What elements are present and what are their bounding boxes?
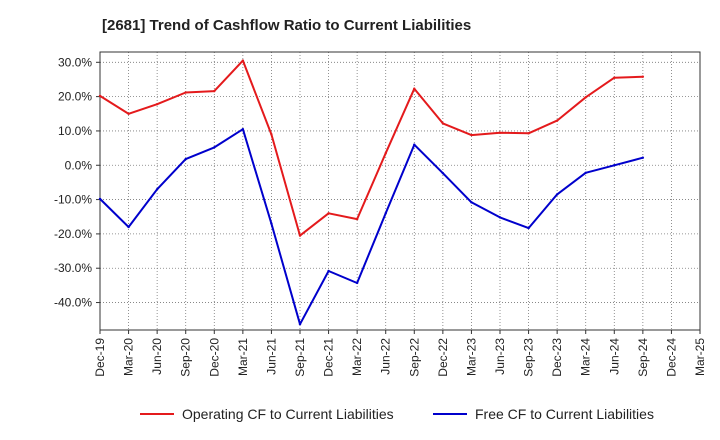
x-tick-label: Jun-24: [607, 338, 621, 375]
series-1-point: [127, 112, 130, 115]
chart-title: [2681] Trend of Cashflow Ratio to Curren…: [102, 17, 471, 34]
x-tick-label: Jun-21: [264, 338, 278, 375]
series-2-point: [355, 281, 359, 285]
series-1-point: [213, 89, 216, 93]
series-1-point: [184, 91, 187, 94]
y-tick-label: 30.0%: [58, 55, 92, 69]
series-1-point: [498, 131, 502, 134]
series-line-2: [99, 128, 644, 326]
legend: Operating CF to Current Liabilities Free …: [140, 406, 654, 422]
x-tick-label: Mar-23: [464, 338, 478, 376]
series-1-point: [298, 234, 302, 237]
series-2-point: [213, 146, 216, 149]
series-2-point: [241, 128, 245, 131]
series-1-point: [270, 133, 273, 136]
series-2-point: [384, 212, 387, 215]
series-2-point: [555, 193, 559, 196]
y-tick-label: -30.0%: [54, 261, 92, 275]
series-2-point: [498, 216, 502, 219]
series-1-point: [98, 94, 102, 98]
x-tick-label: Sep-21: [293, 338, 307, 377]
series-2-point: [298, 322, 302, 326]
series-1-point: [527, 132, 530, 135]
series-1-point: [384, 152, 387, 155]
series-line-1: [99, 59, 643, 237]
x-axis: Dec-19 Mar-20 Jun-20 Sep-20 Dec-20 Mar-21 Jun-…: [93, 330, 707, 377]
y-tick-label: -40.0%: [54, 296, 92, 310]
x-tick-label: Sep-23: [522, 338, 536, 377]
legend-label-1: Operating CF to Current Liabilities: [182, 406, 394, 422]
series-1-point: [584, 96, 587, 99]
series-1-point: [470, 133, 473, 137]
y-tick-label: -20.0%: [54, 227, 92, 241]
x-tick-label: Mar-21: [236, 338, 250, 376]
x-tick-label: Mar-24: [579, 338, 593, 376]
y-axis: 30.0% 20.0% 10.0% 0.0% -10.0% -20.0% -30.0% -40…: [54, 55, 100, 310]
series-1-point: [555, 119, 559, 122]
legend-label-2: Free CF to Current Liabilities: [475, 406, 654, 422]
series-2-point: [613, 164, 616, 167]
series-2-point: [641, 156, 645, 159]
series-1-point: [241, 59, 245, 62]
series-2-point: [155, 188, 159, 191]
series-2-point: [441, 171, 445, 175]
x-tick-label: Dec-24: [664, 338, 678, 377]
x-tick-label: Mar-25: [693, 338, 707, 376]
plot-area-frame: [99, 51, 701, 331]
series-2-point: [184, 157, 187, 161]
series-2-point: [584, 171, 587, 175]
y-tick-label: 10.0%: [58, 124, 92, 138]
x-tick-label: Dec-23: [550, 338, 564, 377]
series-1-point: [327, 212, 330, 215]
series-1-point: [413, 87, 416, 90]
series-2-point: [270, 222, 273, 225]
y-tick-label: 0.0%: [65, 158, 93, 172]
series-2-point: [470, 201, 473, 204]
series-1-point: [641, 75, 645, 78]
x-tick-label: Mar-22: [350, 338, 364, 376]
x-tick-label: Sep-22: [407, 338, 421, 377]
y-tick-label: -10.0%: [54, 193, 92, 207]
x-tick-label: Sep-24: [636, 338, 650, 377]
series-2-point: [527, 226, 530, 230]
series-2-point: [327, 269, 330, 273]
series-2-point: [127, 225, 130, 229]
x-tick-label: Jun-20: [150, 338, 164, 375]
x-tick-label: Dec-20: [207, 338, 221, 377]
y-tick-label: 20.0%: [58, 90, 92, 104]
grid-layer: [99, 52, 701, 330]
x-tick-label: Dec-21: [322, 338, 336, 377]
x-tick-label: Sep-20: [179, 338, 193, 377]
series-1-point: [155, 102, 159, 106]
series-1-point: [355, 217, 359, 221]
series-2-point: [413, 143, 416, 146]
x-tick-label: Dec-22: [436, 338, 450, 377]
x-tick-label: Mar-20: [122, 338, 136, 376]
x-tick-label: Dec-19: [93, 338, 107, 377]
x-tick-label: Jun-23: [493, 338, 507, 375]
series-layer: [98, 59, 645, 326]
series-1-point: [441, 122, 445, 125]
x-tick-label: Jun-22: [379, 338, 393, 375]
series-2-point: [98, 197, 102, 201]
series-1-point: [613, 76, 616, 79]
